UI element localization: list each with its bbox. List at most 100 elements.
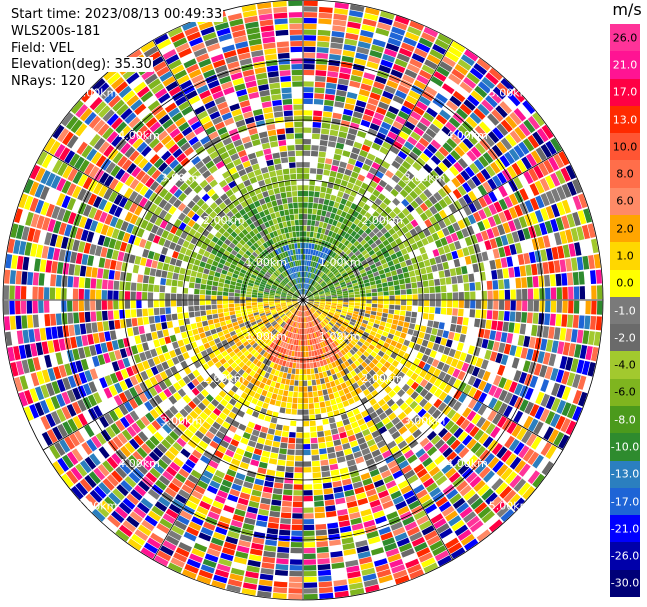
velocity-gate <box>395 342 403 350</box>
velocity-gate <box>545 190 556 205</box>
velocity-gate <box>303 461 312 467</box>
velocity-gate <box>290 320 294 326</box>
velocity-gate <box>345 32 359 41</box>
velocity-gate <box>186 558 201 569</box>
velocity-gate <box>426 535 441 546</box>
velocity-gate <box>177 422 187 433</box>
velocity-gate <box>224 354 232 362</box>
velocity-gate <box>509 474 522 489</box>
velocity-gate <box>310 273 314 279</box>
velocity-gate <box>285 310 291 315</box>
velocity-gate <box>488 67 503 81</box>
velocity-gate <box>378 16 393 26</box>
velocity-gate <box>542 326 550 338</box>
velocity-gate <box>321 210 327 217</box>
velocity-gate <box>294 461 303 467</box>
velocity-gate <box>4 316 11 331</box>
velocity-gate <box>188 311 195 318</box>
velocity-gate <box>395 398 405 407</box>
velocity-gate <box>531 324 538 337</box>
velocity-gate <box>527 451 540 466</box>
velocity-gate <box>308 300 314 302</box>
velocity-gate <box>357 550 371 559</box>
velocity-gate <box>492 248 500 259</box>
velocity-gate <box>374 354 382 362</box>
velocity-gate <box>329 545 342 552</box>
velocity-gate <box>241 456 251 464</box>
velocity-gate <box>550 218 559 233</box>
velocity-gate <box>270 505 281 512</box>
velocity-gate <box>193 360 202 369</box>
velocity-gate <box>330 428 339 435</box>
velocity-gate <box>144 401 154 412</box>
velocity-gate <box>310 333 314 339</box>
velocity-gate <box>198 532 212 542</box>
velocity-gate <box>272 337 278 343</box>
velocity-gate <box>503 379 513 391</box>
velocity-gate <box>338 461 348 469</box>
velocity-gate <box>433 222 442 232</box>
velocity-gate <box>587 223 596 238</box>
velocity-gate <box>435 286 441 293</box>
velocity-gate <box>79 265 87 277</box>
velocity-gate <box>524 387 534 400</box>
velocity-gate <box>478 209 487 220</box>
velocity-gate <box>285 466 294 473</box>
velocity-gate <box>414 196 424 206</box>
velocity-gate <box>287 396 293 403</box>
velocity-gate <box>156 523 170 534</box>
velocity-gate <box>359 256 366 263</box>
velocity-gate <box>32 286 38 300</box>
velocity-gate <box>345 328 351 334</box>
velocity-gate <box>277 459 286 466</box>
velocity-gate <box>327 271 333 277</box>
velocity-gate <box>548 261 555 274</box>
velocity-gate <box>184 443 195 454</box>
velocity-gate <box>499 485 513 499</box>
velocity-gate <box>316 269 320 275</box>
velocity-gate <box>328 375 334 382</box>
velocity-gate <box>320 300 326 303</box>
velocity-gate <box>392 569 408 579</box>
velocity-gate <box>193 259 201 266</box>
velocity-gate <box>565 328 572 342</box>
velocity-gate <box>313 396 319 403</box>
velocity-gate <box>221 339 228 346</box>
velocity-gate <box>183 531 197 542</box>
velocity-gate <box>354 179 363 187</box>
velocity-gate <box>310 150 319 157</box>
velocity-gate <box>366 256 373 263</box>
velocity-gate <box>220 273 227 279</box>
velocity-gate <box>491 443 503 456</box>
velocity-gate <box>406 294 413 300</box>
velocity-gate <box>431 232 440 241</box>
velocity-gate <box>372 416 381 425</box>
velocity-gate <box>400 42 415 52</box>
velocity-gate <box>392 258 400 265</box>
velocity-gate <box>422 132 433 143</box>
velocity-gate <box>211 300 217 305</box>
velocity-gate <box>261 316 267 321</box>
velocity-gate <box>9 300 15 315</box>
velocity-gate <box>418 360 426 369</box>
velocity-gate <box>307 293 313 297</box>
velocity-gate <box>89 421 100 435</box>
velocity-gate <box>511 88 525 103</box>
velocity-gate <box>500 119 513 133</box>
velocity-gate <box>434 314 441 322</box>
velocity-gate <box>344 318 350 324</box>
velocity-gate <box>518 413 529 426</box>
velocity-gate <box>498 290 505 300</box>
velocity-gate <box>128 336 136 346</box>
velocity-gate <box>219 459 230 468</box>
velocity-gate <box>344 38 358 46</box>
velocity-gate <box>298 386 303 392</box>
velocity-gate <box>399 402 409 411</box>
velocity-gate <box>142 308 149 317</box>
velocity-gate <box>256 387 263 395</box>
velocity-gate <box>192 328 199 336</box>
velocity-gate <box>446 154 457 165</box>
velocity-gate <box>503 489 517 503</box>
velocity-gate <box>486 280 493 290</box>
velocity-gate <box>185 459 196 469</box>
